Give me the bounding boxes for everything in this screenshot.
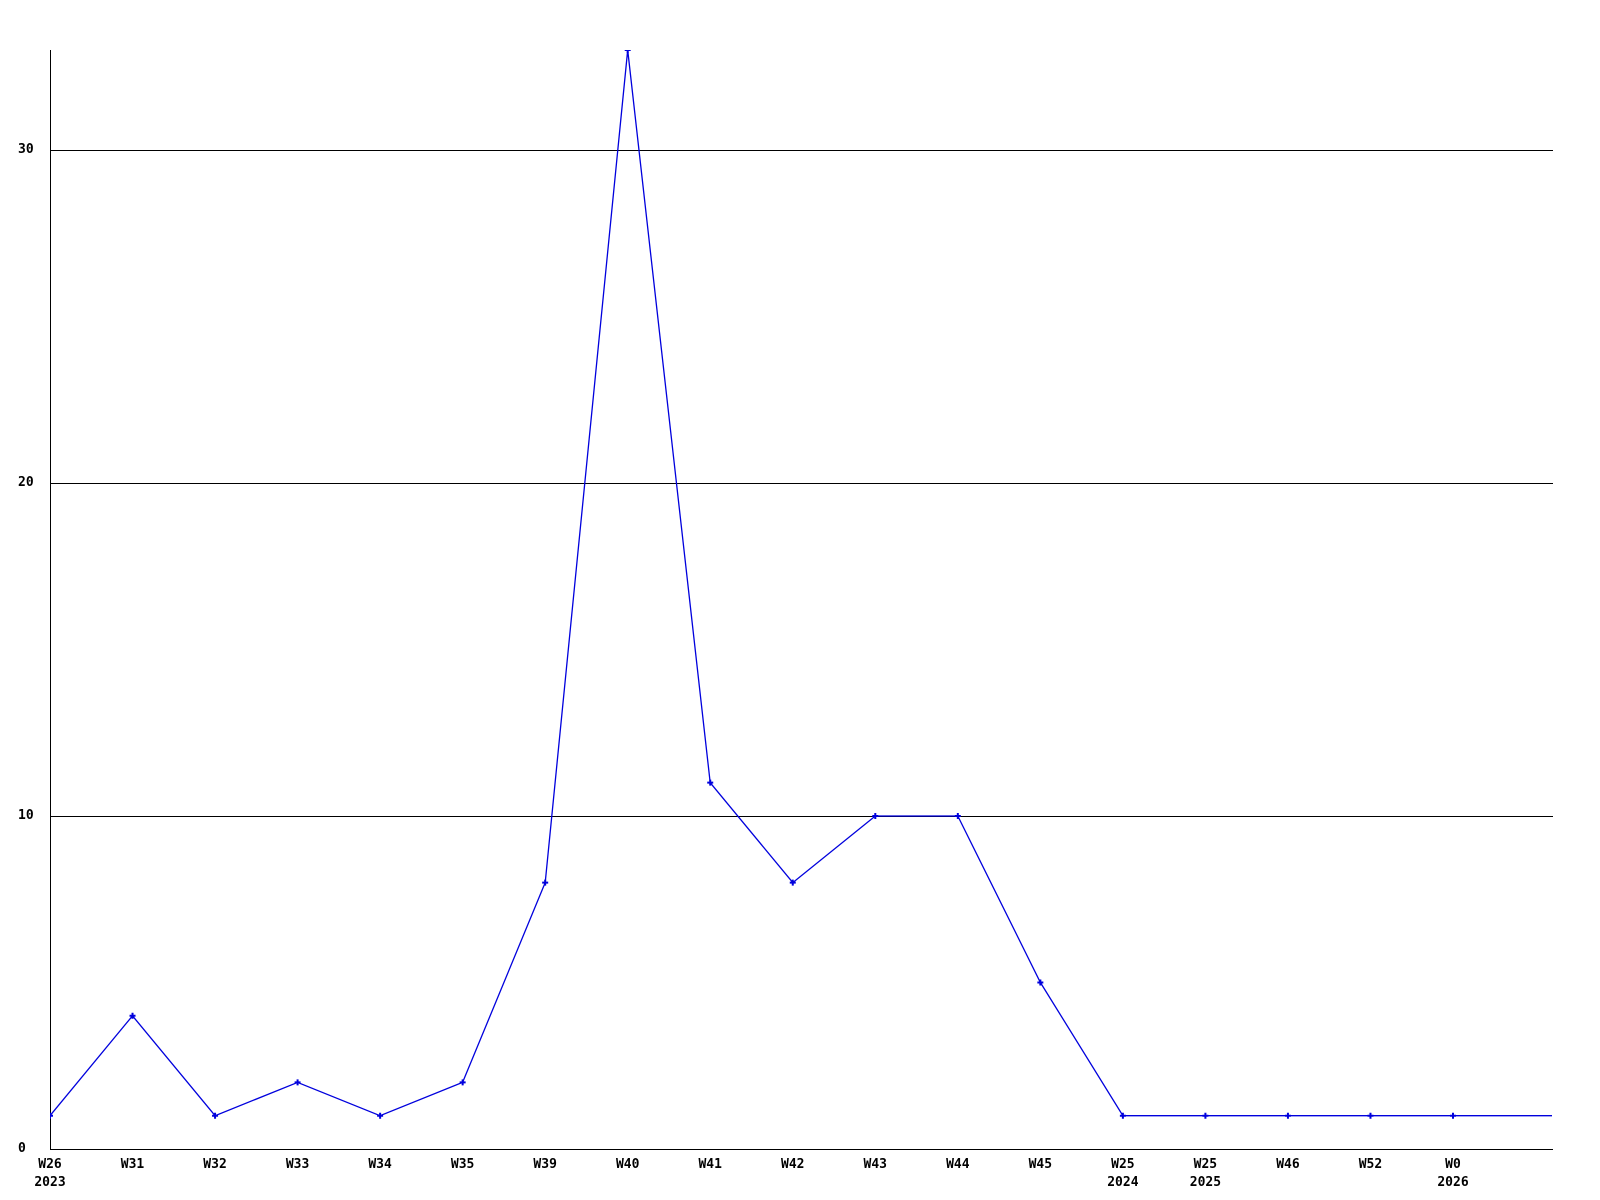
x-tick-label-W25-2024: W25 2024	[1081, 1156, 1165, 1192]
x-tick-week: W34	[368, 1157, 392, 1172]
x-tick-week: W31	[120, 1157, 145, 1172]
y-axis	[50, 50, 51, 1150]
x-tick-week: W52	[1358, 1157, 1383, 1172]
x-tick-year: 2024	[1107, 1175, 1139, 1190]
x-tick-label-W26-2023: W26 2023	[8, 1156, 92, 1192]
x-tick-label-W46: W46	[1246, 1156, 1330, 1174]
x-tick-week: W0	[1445, 1157, 1461, 1172]
y-tick-label-10: 10	[18, 807, 34, 823]
x-tick-week: W35	[450, 1157, 475, 1172]
data-point-marker-W35	[459, 1079, 466, 1086]
data-point-marker-W42	[789, 879, 796, 886]
data-point-marker-W33	[294, 1079, 301, 1086]
x-tick-label-W44: W44	[916, 1156, 1000, 1174]
x-tick-label-W32: W32	[173, 1156, 257, 1174]
x-tick-label-W33: W33	[256, 1156, 340, 1174]
data-point-marker-W44	[954, 812, 961, 819]
x-axis	[50, 1149, 1553, 1150]
x-tick-year: 2025	[1189, 1175, 1222, 1190]
x-tick-label-W45: W45	[998, 1156, 1082, 1174]
data-point-marker-W43	[872, 812, 879, 819]
plot-area	[50, 50, 1552, 1119]
data-point-marker-W31	[129, 1012, 136, 1019]
x-tick-week: W26	[38, 1157, 62, 1172]
x-tick-label-W41: W41	[668, 1156, 752, 1174]
data-point-marker-W25-2025	[1202, 1112, 1209, 1119]
data-point-marker-W25-2024	[1119, 1112, 1126, 1119]
data-point-marker-W45	[1037, 979, 1044, 986]
x-tick-label-W34: W34	[338, 1156, 422, 1174]
x-tick-week: W43	[863, 1157, 888, 1172]
x-tick-week: W32	[203, 1157, 227, 1172]
x-tick-week: W45	[1028, 1157, 1053, 1172]
x-tick-label-W40: W40	[586, 1156, 670, 1174]
x-tick-week: W46	[1276, 1157, 1300, 1172]
data-point-marker-W34	[377, 1112, 384, 1119]
data-point-marker-W52	[1367, 1112, 1374, 1119]
data-point-marker-W39	[542, 879, 549, 886]
data-point-marker-W46	[1284, 1112, 1291, 1119]
x-tick-label-W43: W43	[833, 1156, 917, 1174]
y-tick-label-0: 0	[18, 1141, 26, 1156]
data-point-marker-W32	[212, 1112, 219, 1119]
x-tick-week: W33	[285, 1157, 310, 1172]
data-series-line	[50, 50, 1552, 1117]
data-point-marker-W26-2023	[50, 1112, 53, 1119]
x-tick-year: 2026	[1437, 1175, 1469, 1190]
x-tick-label-W31: W31	[91, 1156, 175, 1174]
x-tick-label-W52: W52	[1328, 1156, 1412, 1174]
x-tick-label-W0-2026: W0 2026	[1411, 1156, 1495, 1192]
gridline-20	[50, 482, 1553, 484]
data-point-marker-W0-2026	[1450, 1112, 1456, 1119]
x-tick-label-W25-2025: W25 2025	[1163, 1156, 1247, 1192]
x-tick-week: W40	[615, 1157, 640, 1172]
y-tick-label-20: 20	[18, 474, 34, 490]
x-tick-week: W25	[1111, 1157, 1135, 1172]
x-tick-label-W39: W39	[503, 1156, 587, 1174]
x-tick-week: W42	[781, 1157, 805, 1172]
y-tick-label-30: 30	[18, 141, 34, 157]
data-point-marker-W40	[624, 50, 631, 53]
gridline-10	[50, 815, 1553, 817]
x-tick-year: 2023	[34, 1175, 66, 1190]
x-tick-week: W25	[1193, 1157, 1218, 1172]
gridline-30	[50, 149, 1553, 151]
x-tick-week: W41	[698, 1157, 722, 1172]
x-tick-label-W35: W35	[421, 1156, 505, 1174]
data-point-marker-W41	[707, 779, 714, 786]
x-tick-week: W44	[946, 1157, 970, 1172]
x-tick-week: W39	[533, 1157, 557, 1172]
x-tick-label-W42: W42	[751, 1156, 835, 1174]
